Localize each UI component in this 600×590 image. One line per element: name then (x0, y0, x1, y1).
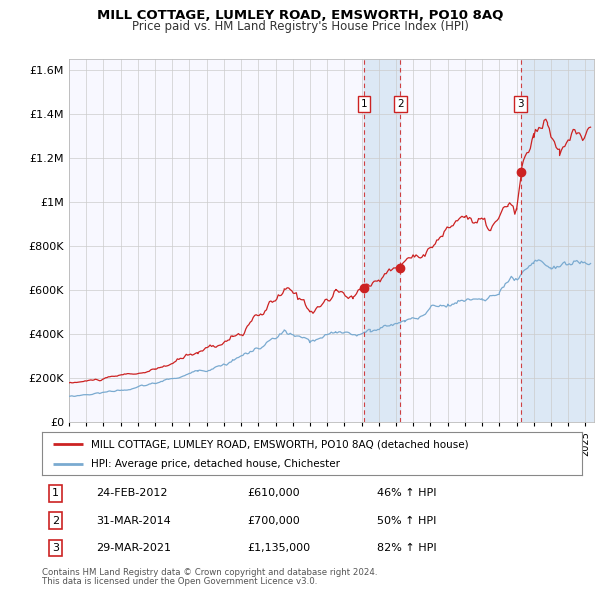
Text: Contains HM Land Registry data © Crown copyright and database right 2024.: Contains HM Land Registry data © Crown c… (42, 568, 377, 576)
Text: 29-MAR-2021: 29-MAR-2021 (96, 543, 171, 553)
Bar (521, 59, 594, 422)
Bar (364, 59, 400, 422)
Text: £700,000: £700,000 (247, 516, 300, 526)
Text: Price paid vs. HM Land Registry's House Price Index (HPI): Price paid vs. HM Land Registry's House … (131, 20, 469, 33)
Text: 3: 3 (52, 543, 59, 553)
Text: 3: 3 (517, 99, 524, 109)
Text: £610,000: £610,000 (247, 489, 300, 499)
Text: 1: 1 (52, 489, 59, 499)
Text: 2: 2 (52, 516, 59, 526)
Text: HPI: Average price, detached house, Chichester: HPI: Average price, detached house, Chic… (91, 460, 340, 469)
Text: 46% ↑ HPI: 46% ↑ HPI (377, 489, 436, 499)
Text: MILL COTTAGE, LUMLEY ROAD, EMSWORTH, PO10 8AQ: MILL COTTAGE, LUMLEY ROAD, EMSWORTH, PO1… (97, 9, 503, 22)
Text: 1: 1 (361, 99, 367, 109)
Text: 24-FEB-2012: 24-FEB-2012 (96, 489, 167, 499)
Text: This data is licensed under the Open Government Licence v3.0.: This data is licensed under the Open Gov… (42, 577, 317, 586)
Text: 82% ↑ HPI: 82% ↑ HPI (377, 543, 436, 553)
Text: MILL COTTAGE, LUMLEY ROAD, EMSWORTH, PO10 8AQ (detached house): MILL COTTAGE, LUMLEY ROAD, EMSWORTH, PO1… (91, 440, 468, 450)
Text: 31-MAR-2014: 31-MAR-2014 (96, 516, 171, 526)
Text: 2: 2 (397, 99, 404, 109)
Text: 50% ↑ HPI: 50% ↑ HPI (377, 516, 436, 526)
Text: £1,135,000: £1,135,000 (247, 543, 310, 553)
